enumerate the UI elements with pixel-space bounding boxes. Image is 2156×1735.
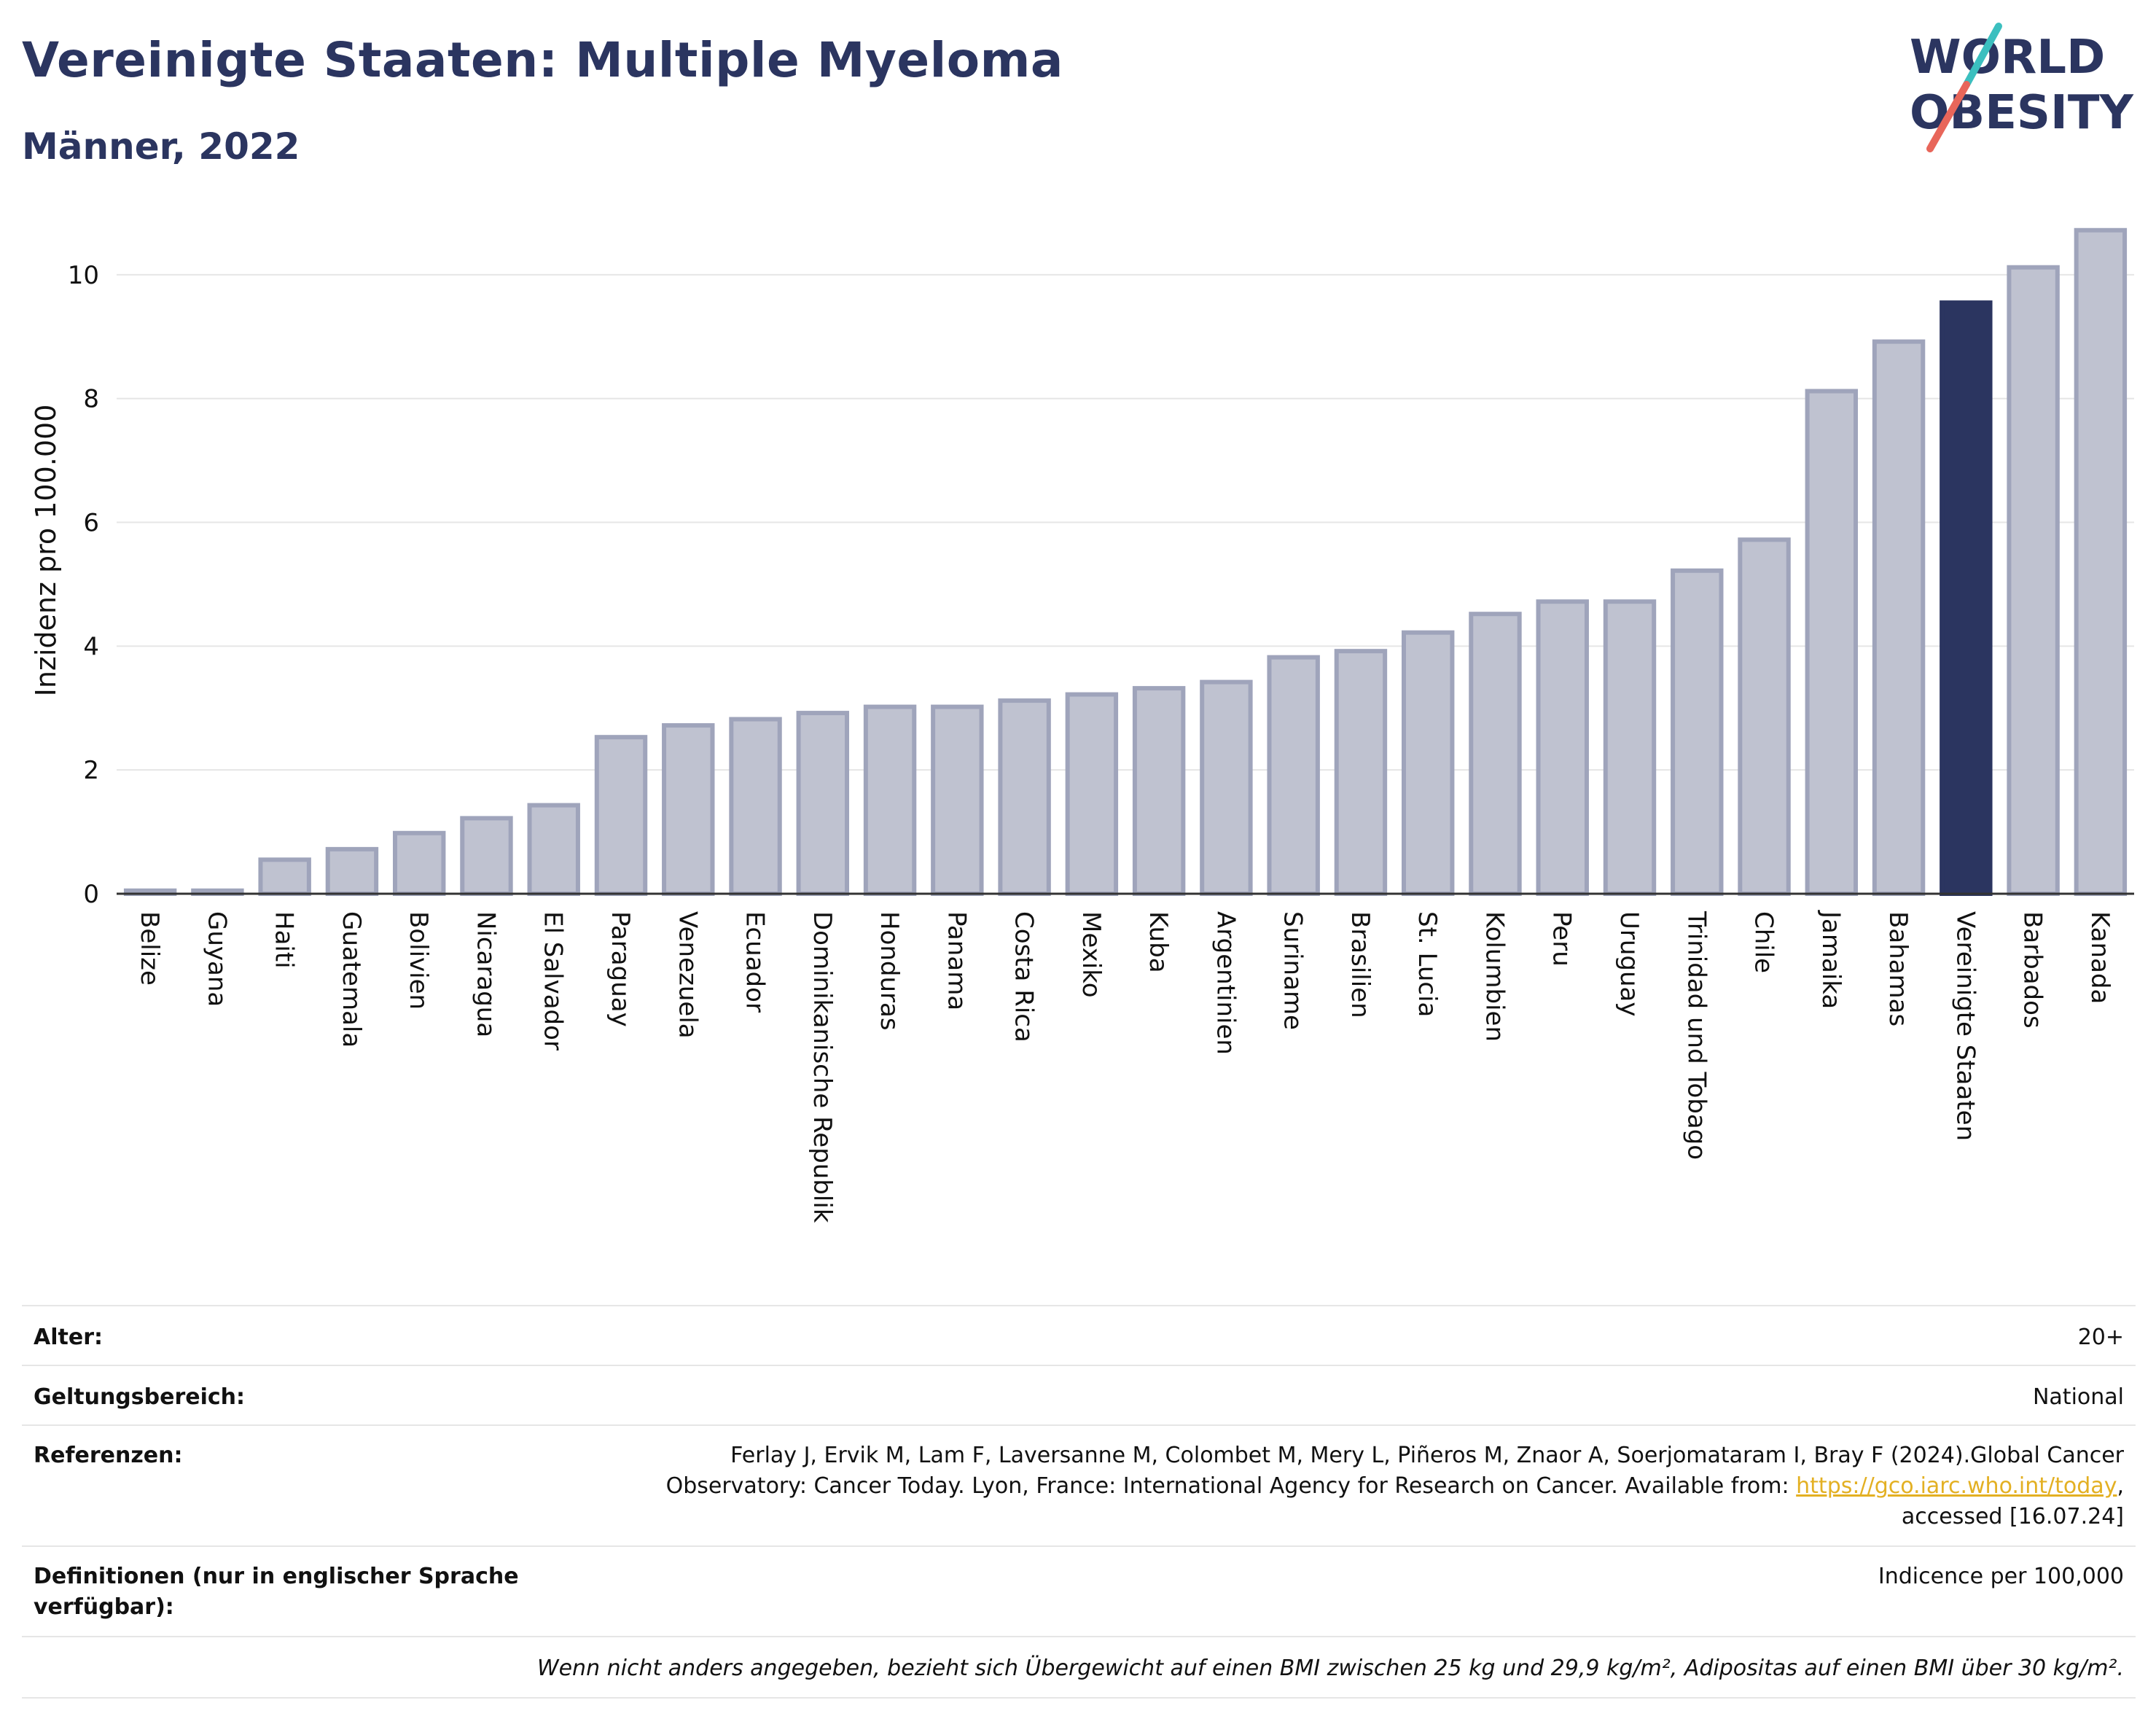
- x-tick-label: Jamaika: [1816, 910, 1846, 1009]
- x-tick-label: St. Lucia: [1413, 911, 1442, 1017]
- y-tick-label: 6: [83, 509, 99, 538]
- bar-brasilien: [1334, 649, 1388, 896]
- age-value: 20+: [2077, 1325, 2124, 1350]
- x-tick-label: Brasilien: [1345, 911, 1375, 1018]
- bars: [123, 227, 2128, 897]
- bar-ecuador: [729, 717, 782, 896]
- bar-guatemala: [325, 846, 379, 897]
- definitions-label-1: Definitionen (nur in englischer Sprache: [34, 1564, 519, 1589]
- age-label: Alter:: [34, 1325, 103, 1350]
- bar-trinidad-und-tobago: [1671, 568, 1724, 896]
- bar-chile: [1738, 537, 1791, 896]
- x-tick-label: Haiti: [270, 911, 299, 969]
- x-tick-label: Mexiko: [1077, 911, 1106, 998]
- x-tick-label: Argentinien: [1211, 911, 1240, 1055]
- bar-jamaika: [1805, 389, 1859, 896]
- y-axis-ticks: 0 2 4 6 8 10: [68, 261, 99, 909]
- y-axis-title: Inzidenz pro 100.000: [30, 405, 62, 697]
- x-tick-label: Vereinigte Staaten: [1950, 911, 1980, 1141]
- x-tick-label: Panama: [942, 911, 971, 1010]
- x-axis-ticks: Belize Guyana Haiti Guatemala Bolivien Nicara…: [135, 910, 2114, 1223]
- chart-grid: [117, 273, 2134, 771]
- bar-mexiko: [1065, 692, 1119, 896]
- x-tick-label: Kanada: [2085, 911, 2114, 1004]
- x-tick-label: El Salvador: [539, 911, 568, 1050]
- bar-peru: [1536, 599, 1589, 896]
- x-tick-label: Suriname: [1278, 911, 1308, 1030]
- bar-bahamas: [1872, 339, 1926, 896]
- x-tick-label: Guatemala: [337, 911, 366, 1048]
- x-tick-label: Dominikanische Republik: [808, 911, 837, 1223]
- x-tick-label: Paraguay: [606, 911, 635, 1027]
- bar-paraguay: [594, 735, 648, 896]
- definitions-value: Indicence per 100,000: [1878, 1564, 2124, 1589]
- y-tick-label: 2: [83, 756, 99, 785]
- references-label: Referenzen:: [34, 1443, 183, 1468]
- x-tick-label: Nicaragua: [471, 911, 500, 1037]
- scope-value: National: [2032, 1384, 2124, 1410]
- world-obesity-logo: WORLD OBESITY: [1895, 20, 2136, 159]
- bar-nicaragua: [460, 816, 513, 896]
- logo-line-1: WORLD: [1910, 31, 2105, 85]
- bar-kolumbien: [1469, 612, 1522, 897]
- y-tick-label: 10: [68, 261, 99, 290]
- x-tick-label: Belize: [135, 911, 164, 986]
- references-line-2: Observatory: Cancer Today. Lyon, France:…: [666, 1471, 2124, 1502]
- page-title: Vereinigte Staaten: Multiple Myeloma: [22, 32, 1063, 88]
- x-tick-label: Bolivien: [404, 911, 433, 1010]
- x-tick-label: Kuba: [1144, 911, 1173, 973]
- x-tick-label: Guyana: [202, 911, 231, 1007]
- logo-slash-teal: [1963, 23, 2002, 88]
- bar-suriname: [1267, 655, 1320, 896]
- x-tick-label: Barbados: [2018, 911, 2047, 1029]
- x-tick-label: Peru: [1547, 911, 1577, 967]
- x-tick-label: Uruguay: [1614, 911, 1644, 1017]
- bar-venezuela: [662, 723, 715, 897]
- definitions-label-2: verfügbar):: [34, 1594, 174, 1620]
- bar-vereinigte-staaten: [1940, 300, 1993, 897]
- bar-chart: 0 2 4 6 8 10 Inzidenz pro 100.000 Belize Guyan…: [30, 227, 2134, 1223]
- bar-st.-lucia: [1401, 630, 1455, 897]
- references-link[interactable]: https://gco.iarc.who.int/today: [1796, 1473, 2117, 1499]
- footnote: Wenn nicht anders angegeben, bezieht sic…: [536, 1656, 2124, 1681]
- meta-row-references: Referenzen: Ferlay J, Ervik M, Lam F, La…: [22, 1424, 2136, 1547]
- references-line-1: Ferlay J, Ervik M, Lam F, Laversanne M, …: [730, 1443, 2124, 1468]
- bar-costa-rica: [998, 698, 1051, 896]
- bar-uruguay: [1603, 599, 1657, 896]
- x-tick-label: Costa Rica: [1009, 911, 1039, 1042]
- bar-haiti: [258, 857, 311, 897]
- bar-argentinien: [1200, 679, 1253, 896]
- x-tick-label: Kolumbien: [1480, 911, 1509, 1042]
- bar-bolivien: [392, 830, 446, 896]
- page-subtitle: Männer, 2022: [22, 125, 300, 168]
- meta-row-age: Alter: 20+: [22, 1305, 2136, 1366]
- bar-honduras: [863, 704, 917, 896]
- x-tick-label: Trinidad und Tobago: [1682, 911, 1711, 1160]
- bar-panama: [931, 704, 984, 896]
- bar-el-salvador: [527, 803, 580, 896]
- meta-row-definitions: Definitionen (nur in englischer Sprache …: [22, 1545, 2136, 1637]
- logo-slash-red: [1926, 81, 1970, 152]
- bar-kuba: [1132, 686, 1186, 896]
- x-tick-label: Chile: [1749, 911, 1778, 973]
- x-tick-label: Bahamas: [1883, 911, 1913, 1026]
- scope-label: Geltungsbereich:: [34, 1384, 246, 1410]
- references-line-2-text: Observatory: Cancer Today. Lyon, France:…: [665, 1473, 1797, 1499]
- references-line-2-end: ,: [2117, 1473, 2124, 1499]
- x-tick-label: Venezuela: [673, 911, 702, 1039]
- bar-kanada: [2074, 227, 2128, 896]
- meta-row-note: Wenn nicht anders angegeben, bezieht sic…: [22, 1636, 2136, 1699]
- bar-dominikanische-republik: [796, 711, 850, 896]
- meta-row-scope: Geltungsbereich: National: [22, 1365, 2136, 1426]
- y-tick-label: 4: [83, 632, 99, 661]
- bar-barbados: [2007, 265, 2060, 897]
- references-line-3: accessed [16.07.24]: [1901, 1504, 2124, 1529]
- x-tick-label: Honduras: [875, 911, 904, 1031]
- y-tick-label: 8: [83, 385, 99, 414]
- x-tick-label: Ecuador: [741, 911, 770, 1013]
- y-tick-label: 0: [83, 880, 99, 909]
